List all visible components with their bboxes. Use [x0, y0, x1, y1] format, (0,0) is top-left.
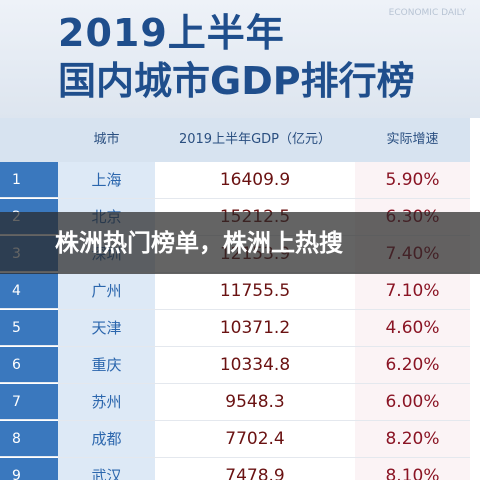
table-cell: 8 [0, 421, 58, 457]
header-cell: 实际增速 [355, 118, 470, 162]
banner: 株洲热门榜单，株洲上热搜 [0, 212, 480, 274]
table-cell: 4 [0, 273, 58, 309]
table-cell: 9 [0, 458, 58, 480]
table-cell: 广州 [58, 273, 155, 310]
table-cell: 苏州 [58, 384, 155, 421]
table-cell: 16409.9 [155, 162, 355, 199]
table-cell: 5.90% [355, 162, 470, 199]
table-cell: 1 [0, 162, 58, 198]
header-cell: 2019上半年GDP（亿元） [155, 118, 355, 162]
table-cell: 6.00% [355, 384, 470, 421]
table-cell: 8.20% [355, 421, 470, 458]
table-cell: 7.10% [355, 273, 470, 310]
table-cell: 7 [0, 384, 58, 420]
table-cell: 10371.2 [155, 310, 355, 347]
table-cell: 成都 [58, 421, 155, 458]
table-cell: 9548.3 [155, 384, 355, 421]
table-cell: 5 [0, 310, 58, 346]
table-cell: 武汉 [58, 458, 155, 480]
title: 国内城市GDP排行榜 [58, 59, 415, 103]
table-cell: 11755.5 [155, 273, 355, 310]
table-cell: 10334.8 [155, 347, 355, 384]
table-cell: 6 [0, 347, 58, 383]
header-cell: 城市 [58, 118, 155, 162]
table-cell: 7702.4 [155, 421, 355, 458]
table-cell: 6.20% [355, 347, 470, 384]
table-cell: 天津 [58, 310, 155, 347]
table-cell: 重庆 [58, 347, 155, 384]
table-cell: 7478.9 [155, 458, 355, 480]
table-cell: 8.10% [355, 458, 470, 480]
table-cell: 上海 [58, 162, 155, 199]
table-cell: 4.60% [355, 310, 470, 347]
watermark: ECONOMIC DAILY [388, 8, 466, 18]
header-cell [0, 118, 58, 162]
title: 2019上半年 [58, 11, 285, 55]
